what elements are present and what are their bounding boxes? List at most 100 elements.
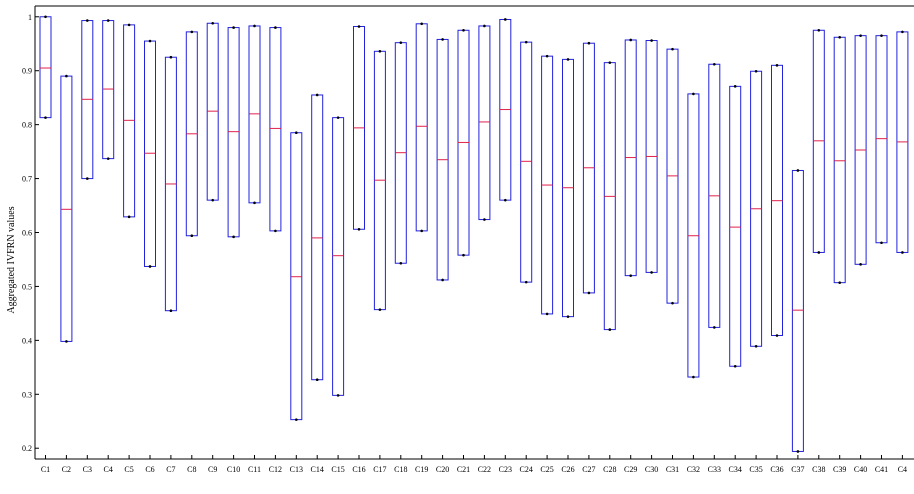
upper-marker-C35 [754,69,758,73]
upper-marker-C41 [880,34,883,37]
lower-marker-C1 [44,116,47,119]
lower-marker-C27 [587,291,591,295]
y-tick-label: 1 [28,13,32,22]
box-C5 [123,24,136,218]
x-tick-label: C35 [749,465,762,474]
x-tick-label: C27 [582,465,595,474]
upper-marker-C37 [796,169,800,172]
box-C6 [144,40,156,267]
upper-marker-C23 [504,18,507,21]
y-axis-label: Aggregated IVFRN values [6,206,17,313]
box-C12 [269,27,282,232]
box-C13 [290,132,303,421]
lower-marker-C30 [650,271,653,274]
upper-marker-C12 [274,26,277,29]
lower-marker-C21 [462,253,465,257]
lower-marker-C24 [524,280,528,284]
upper-marker-C16 [357,25,361,28]
x-tick-label: C13 [290,465,303,474]
y-tick-label: 0.2 [22,444,32,453]
box-C19 [415,23,428,232]
upper-marker-C15 [336,116,340,119]
upper-marker-C42 [901,30,904,34]
lower-marker-C40 [859,263,862,266]
lower-marker-C18 [399,261,403,265]
upper-marker-C14 [315,93,319,97]
box-C37 [791,169,804,452]
upper-marker-C10 [232,26,235,29]
box-C10 [227,27,240,238]
lower-marker-C3 [86,177,89,180]
y-tick-label: 0.8 [22,121,32,130]
lower-marker-C4 [106,157,110,160]
lower-marker-C5 [127,215,131,219]
box-C4 [102,20,115,160]
lower-marker-C32 [692,375,695,379]
y-tick-label: 0.4 [22,336,32,345]
x-tick-label: C9 [208,465,217,474]
y-tick-label: 0.5 [22,282,32,291]
lower-marker-C33 [713,326,716,329]
upper-marker-C34 [733,85,737,88]
lower-marker-C42 [901,251,904,254]
x-tick-label: C12 [269,465,282,474]
x-tick-label: C25 [540,465,553,474]
x-tick-label: C1 [41,465,50,474]
box-C15 [332,117,345,396]
box-C14 [311,94,324,381]
x-tick-label: C36 [770,465,783,474]
upper-marker-C36 [775,64,779,67]
upper-marker-C7 [169,55,173,59]
upper-marker-C31 [671,47,674,51]
upper-marker-C27 [587,41,591,45]
lower-marker-C35 [754,344,758,348]
upper-marker-C21 [462,28,465,32]
x-tick-label: C37 [791,465,804,474]
x-tick-label: C15 [331,465,344,474]
lower-marker-C13 [295,418,298,421]
upper-marker-C6 [148,39,152,43]
lower-marker-C11 [253,201,256,205]
lower-marker-C34 [733,364,737,368]
box-C9 [206,22,219,201]
lower-marker-C12 [274,229,277,233]
upper-marker-C11 [253,24,256,28]
lower-marker-C9 [211,198,214,202]
lower-marker-C15 [336,394,340,397]
lower-marker-C31 [671,301,674,305]
x-tick-label: C28 [603,465,616,474]
x-tick-label: C18 [394,465,407,474]
x-tick-label: C34 [729,465,742,474]
x-tick-label: C2 [62,465,71,474]
box-C11 [248,25,261,204]
upper-marker-C39 [838,35,841,39]
upper-marker-C32 [692,92,695,96]
x-tick-label: C3 [83,465,92,474]
y-tick-label: 0.7 [22,175,32,184]
lower-marker-C36 [775,334,779,337]
lower-marker-C37 [796,450,800,453]
x-tick-label: C4 [898,465,907,474]
lower-marker-C20 [441,278,444,282]
x-tick-label: C20 [436,465,449,474]
upper-marker-C26 [566,58,570,61]
lower-marker-C23 [504,198,507,202]
x-tick-label: C31 [666,465,679,474]
upper-marker-C40 [859,34,862,37]
upper-marker-C19 [420,22,424,26]
box-C39 [833,36,846,284]
upper-marker-C3 [86,19,89,22]
x-tick-label: C41 [875,465,888,474]
upper-marker-C2 [65,74,68,78]
x-tick-label: C40 [854,465,867,474]
lower-marker-C29 [629,274,632,277]
upper-marker-C20 [441,38,444,41]
x-tick-label: C4 [104,465,113,474]
upper-marker-C28 [608,61,612,64]
x-tick-label: C19 [415,465,428,474]
y-tick-label: 0.6 [22,229,32,238]
lower-marker-C6 [148,265,152,268]
box-C22 [478,25,491,221]
lower-marker-C14 [315,378,319,382]
lower-marker-C41 [880,241,883,245]
